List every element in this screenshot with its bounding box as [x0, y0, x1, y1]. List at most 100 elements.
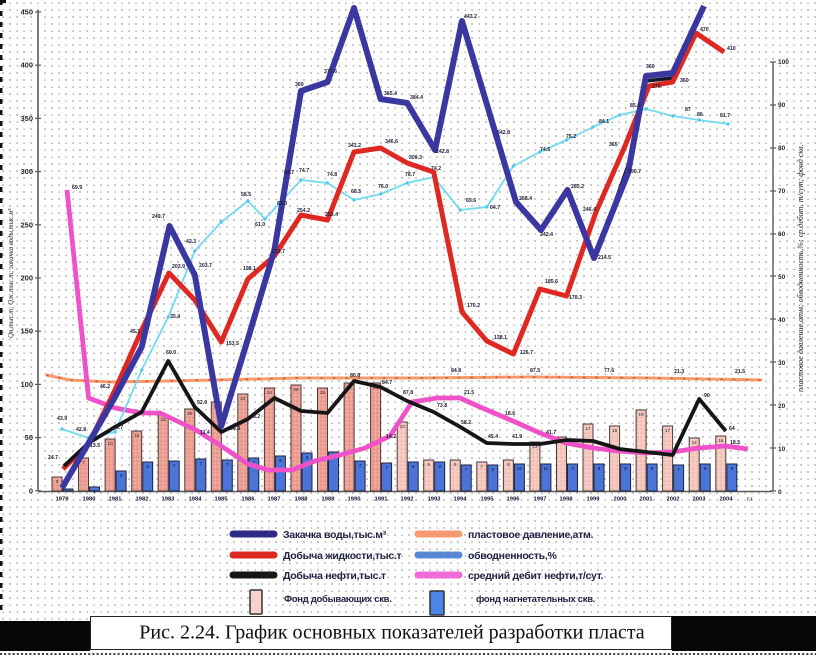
- svg-text:76.0: 76.0: [378, 184, 388, 190]
- svg-text:42.3: 42.3: [186, 239, 196, 245]
- svg-text:377.6: 377.6: [324, 69, 337, 75]
- svg-text:7: 7: [385, 465, 388, 470]
- svg-text:74.5: 74.5: [540, 147, 550, 153]
- svg-text:84.7: 84.7: [284, 170, 294, 176]
- svg-text:170.3: 170.3: [569, 295, 582, 301]
- svg-text:обводненность,%: обводненность,%: [468, 550, 557, 562]
- svg-text:1984: 1984: [189, 497, 203, 503]
- svg-text:126.7: 126.7: [520, 350, 533, 356]
- svg-text:пластовое давление,атм; обводн: пластовое давление,атм; обводненность,%;…: [796, 144, 805, 392]
- svg-text:22: 22: [240, 396, 246, 401]
- svg-text:384.4: 384.4: [410, 95, 423, 101]
- svg-text:7: 7: [359, 463, 362, 468]
- svg-text:41.9: 41.9: [512, 434, 522, 440]
- svg-text:21.3: 21.3: [674, 369, 684, 375]
- svg-text:7: 7: [677, 467, 680, 472]
- svg-text:14.2: 14.2: [386, 434, 396, 440]
- svg-text:24.7: 24.7: [48, 455, 58, 461]
- svg-text:Фонд добывающих скв.: Фонд добывающих скв.: [284, 594, 392, 605]
- svg-text:1997: 1997: [534, 497, 547, 503]
- svg-text:60: 60: [778, 231, 786, 238]
- svg-text:7: 7: [571, 466, 574, 471]
- svg-text:219.7: 219.7: [272, 249, 285, 255]
- svg-text:0: 0: [778, 489, 782, 496]
- svg-text:1992: 1992: [401, 497, 414, 503]
- svg-text:11: 11: [544, 466, 549, 471]
- svg-text:346.6: 346.6: [385, 139, 398, 145]
- svg-text:7: 7: [200, 461, 203, 466]
- svg-text:9: 9: [731, 466, 734, 471]
- svg-text:198.1: 198.1: [243, 266, 256, 272]
- svg-text:360: 360: [646, 64, 655, 70]
- svg-text:90: 90: [778, 102, 786, 109]
- svg-text:1999: 1999: [587, 497, 601, 503]
- svg-text:84.7: 84.7: [382, 380, 392, 386]
- svg-text:7: 7: [82, 460, 85, 465]
- svg-text:1980: 1980: [83, 497, 96, 503]
- svg-text:75.2: 75.2: [566, 134, 576, 140]
- svg-text:242.8: 242.8: [436, 149, 449, 155]
- svg-text:8: 8: [279, 458, 282, 463]
- svg-text:73.8: 73.8: [437, 403, 447, 409]
- svg-text:410: 410: [727, 46, 736, 52]
- svg-text:90: 90: [704, 393, 710, 399]
- svg-text:пластовое давление,атм.: пластовое давление,атм.: [468, 529, 593, 541]
- svg-text:74.8: 74.8: [327, 172, 337, 178]
- svg-text:1996: 1996: [507, 497, 521, 503]
- svg-text:2002: 2002: [667, 497, 680, 503]
- svg-text:1: 1: [93, 489, 96, 494]
- svg-text:40: 40: [778, 317, 786, 324]
- svg-text:16: 16: [718, 438, 724, 443]
- svg-text:242.4: 242.4: [540, 232, 553, 238]
- svg-text:13: 13: [532, 444, 538, 449]
- svg-text:80.8: 80.8: [350, 373, 360, 379]
- svg-text:5: 5: [146, 464, 149, 469]
- svg-text:309.3: 309.3: [409, 155, 422, 161]
- svg-text:24: 24: [267, 390, 273, 395]
- svg-text:87.5: 87.5: [530, 368, 540, 374]
- svg-text:365.4: 365.4: [384, 91, 397, 97]
- svg-text:1986: 1986: [242, 497, 256, 503]
- svg-text:14: 14: [692, 440, 698, 445]
- svg-text:38.2: 38.2: [250, 414, 260, 420]
- svg-text:81.7: 81.7: [720, 113, 730, 119]
- svg-text:100: 100: [778, 59, 789, 66]
- svg-text:200: 200: [20, 274, 33, 283]
- svg-text:9: 9: [651, 466, 654, 471]
- svg-text:1998: 1998: [560, 497, 574, 503]
- svg-text:2001: 2001: [640, 497, 654, 503]
- svg-text:85.4: 85.4: [630, 103, 640, 109]
- svg-text:86: 86: [697, 112, 703, 118]
- svg-text:203.9: 203.9: [172, 264, 185, 270]
- svg-text:фонд нагнетательных скв.: фонд нагнетательных скв.: [476, 594, 595, 605]
- svg-text:8: 8: [492, 467, 495, 472]
- svg-text:10: 10: [400, 424, 406, 429]
- svg-text:45.1: 45.1: [130, 329, 140, 335]
- svg-text:74.2: 74.2: [431, 166, 441, 172]
- svg-text:26: 26: [293, 387, 299, 392]
- svg-text:средний дебит нефти,т/сут.: средний дебит нефти,т/сут.: [468, 570, 604, 582]
- svg-text:15: 15: [134, 433, 140, 438]
- svg-text:443.2: 443.2: [464, 14, 477, 20]
- svg-text:Закачка воды,тыс.м³: Закачка воды,тыс.м³: [283, 529, 387, 541]
- svg-text:9: 9: [427, 462, 430, 467]
- svg-text:9: 9: [438, 464, 441, 469]
- svg-text:46.2: 46.2: [100, 384, 110, 390]
- svg-text:80: 80: [778, 145, 786, 152]
- svg-text:84.8: 84.8: [451, 368, 461, 374]
- svg-text:1983: 1983: [162, 497, 176, 503]
- svg-text:1979: 1979: [56, 497, 70, 503]
- svg-text:268.4: 268.4: [519, 196, 532, 202]
- svg-text:17: 17: [585, 426, 591, 431]
- svg-text:350: 350: [20, 114, 33, 123]
- svg-text:87: 87: [685, 107, 691, 113]
- svg-text:20: 20: [778, 403, 786, 410]
- svg-text:г.г: г.г: [747, 497, 753, 503]
- svg-text:10: 10: [108, 441, 114, 446]
- svg-text:1995: 1995: [481, 497, 495, 503]
- svg-text:35.4: 35.4: [170, 314, 180, 320]
- svg-text:153.5: 153.5: [226, 341, 239, 347]
- svg-text:9: 9: [454, 462, 457, 467]
- svg-text:1989: 1989: [322, 497, 336, 503]
- svg-text:1985: 1985: [215, 497, 229, 503]
